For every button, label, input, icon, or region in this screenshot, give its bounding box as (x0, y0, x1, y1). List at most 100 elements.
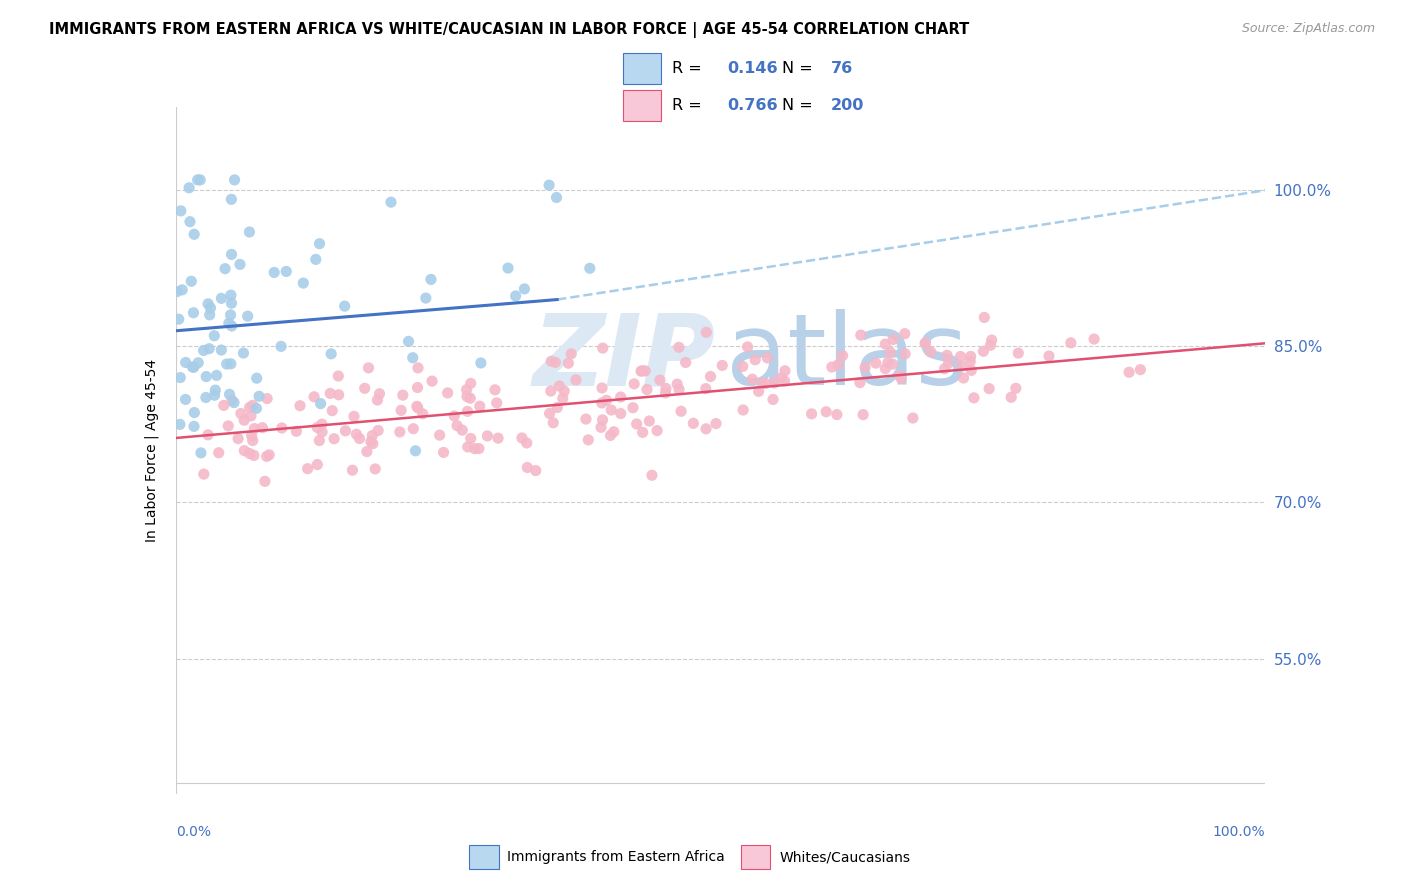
Point (215, 357, 238, 371)
Point (973, 310, 995, 325)
Point (218, 387, 240, 401)
Point (328, 388, 350, 402)
Point (197, 297, 219, 311)
Point (243, 449, 266, 463)
Point (183, 406, 205, 420)
Text: In Labor Force | Age 45-54: In Labor Force | Age 45-54 (145, 359, 159, 542)
Point (711, 359, 734, 373)
Point (773, 374, 796, 388)
Point (335, 424, 357, 438)
Point (361, 428, 384, 442)
Point (800, 407, 823, 421)
Point (360, 434, 382, 449)
Point (308, 236, 330, 251)
Point (914, 336, 936, 351)
Point (1083, 332, 1105, 346)
Point (592, 341, 614, 355)
Point (865, 356, 887, 370)
Point (540, 384, 562, 398)
Point (242, 398, 264, 412)
Point (682, 417, 704, 431)
Point (546, 190, 568, 204)
Point (368, 386, 391, 401)
Point (538, 406, 561, 420)
Point (177, 181, 200, 195)
Point (460, 432, 482, 446)
Point (821, 359, 844, 374)
Point (253, 475, 276, 489)
Point (621, 401, 644, 415)
Point (342, 463, 364, 477)
Point (183, 306, 205, 320)
Point (548, 379, 571, 393)
Point (451, 423, 474, 437)
Point (292, 276, 315, 290)
Point (193, 343, 215, 358)
Point (849, 328, 872, 343)
Point (402, 422, 425, 436)
Point (233, 443, 256, 458)
Point (443, 409, 465, 423)
Point (221, 393, 243, 408)
Point (458, 391, 481, 405)
Point (229, 257, 252, 271)
Text: ZIP: ZIP (531, 310, 716, 406)
Text: N =: N = (782, 98, 817, 113)
Point (307, 420, 329, 434)
Point (645, 424, 668, 438)
Point (963, 391, 986, 405)
Point (589, 420, 612, 434)
Point (247, 389, 270, 403)
Point (551, 392, 574, 406)
Text: Source: ZipAtlas.com: Source: ZipAtlas.com (1241, 22, 1375, 36)
Text: Whites/Caucasians: Whites/Caucasians (779, 850, 910, 864)
Point (748, 384, 770, 399)
Bar (623, 90, 661, 120)
Point (934, 361, 956, 376)
Point (357, 360, 380, 375)
Point (699, 369, 721, 384)
Point (631, 364, 654, 378)
Point (484, 383, 506, 397)
Point (179, 215, 201, 229)
Point (553, 384, 575, 398)
Point (609, 407, 631, 421)
Text: 100.0%: 100.0% (1213, 825, 1265, 838)
Point (875, 337, 897, 351)
Point (636, 383, 658, 397)
Point (366, 392, 388, 407)
Point (540, 354, 562, 368)
Point (960, 363, 983, 377)
Point (815, 405, 838, 419)
Point (200, 301, 222, 315)
Point (263, 265, 285, 279)
Point (579, 261, 602, 276)
Point (311, 425, 333, 439)
Point (882, 333, 904, 347)
Point (166, 285, 188, 299)
Point (770, 371, 793, 385)
Point (603, 425, 626, 439)
Point (420, 374, 443, 388)
Point (655, 381, 678, 395)
Point (477, 429, 499, 443)
Point (198, 342, 221, 356)
Point (938, 356, 960, 370)
Point (204, 383, 226, 397)
Point (901, 411, 924, 425)
Point (630, 364, 652, 378)
Point (208, 446, 231, 460)
Point (364, 462, 387, 476)
Point (219, 308, 242, 322)
Point (190, 446, 212, 460)
Point (229, 407, 252, 421)
Text: R =: R = (672, 98, 707, 113)
Text: 0.766: 0.766 (727, 98, 778, 113)
Point (654, 385, 676, 400)
Point (959, 354, 981, 368)
Point (1004, 381, 1026, 395)
Point (513, 282, 536, 296)
Point (349, 432, 371, 446)
Point (952, 371, 974, 385)
Point (226, 432, 249, 446)
